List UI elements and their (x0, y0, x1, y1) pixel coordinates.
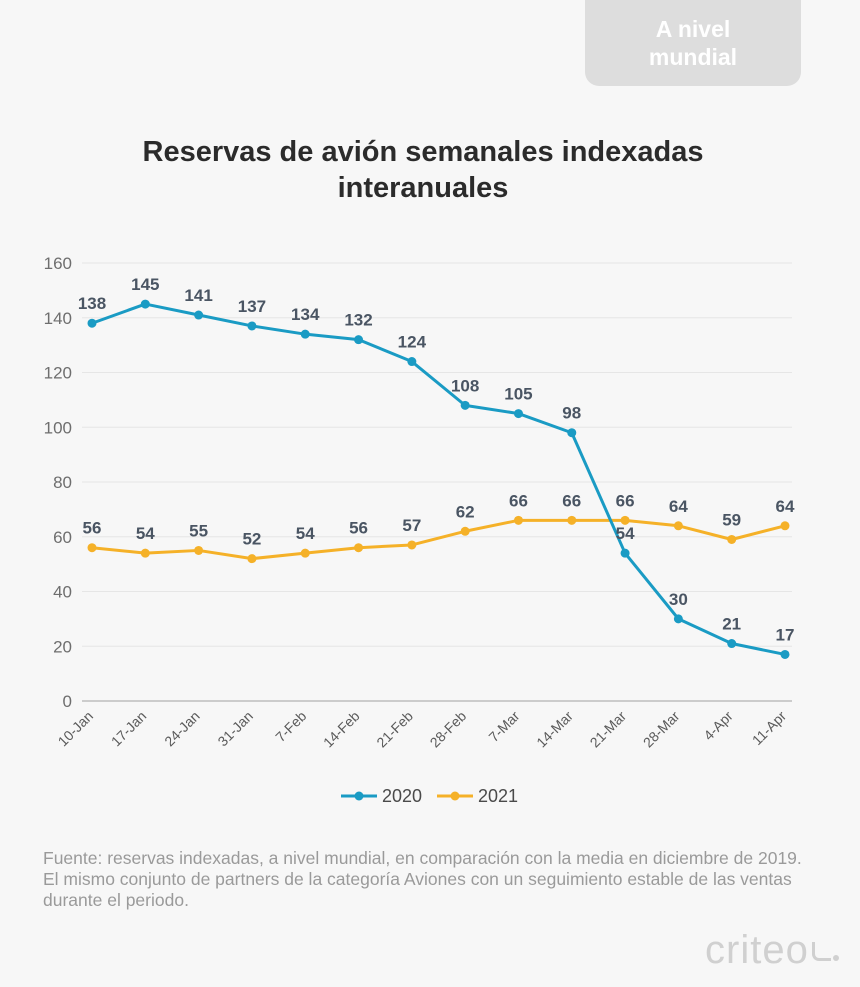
chart-title: Reservas de avión semanales indexadas in… (142, 136, 704, 204)
data-point-2021 (567, 515, 577, 525)
data-point-2021 (247, 554, 257, 564)
x-tick-label: 28-Feb (427, 708, 470, 751)
criteo-logo: criteo (705, 928, 839, 972)
x-tick-label: 28-Mar (640, 708, 683, 751)
data-label-2021: 66 (509, 491, 528, 510)
data-label-2021: 64 (669, 497, 688, 516)
series-line-2021 (90, 518, 787, 561)
x-tick-label: 7-Mar (485, 708, 522, 745)
logo-mark-icon (811, 942, 831, 961)
data-label-2020: 54 (616, 524, 635, 543)
data-point-2021 (140, 548, 150, 558)
data-label-2021: 62 (456, 502, 475, 521)
data-point-2021 (300, 548, 310, 558)
gridlines (82, 262, 792, 647)
line-chart: 0 20 40 60 80 100 120 140 160 10-Jan 17-Jan 24-Jan 3… (44, 254, 795, 806)
x-tick-label: 4-Apr (700, 708, 736, 744)
data-point-2021 (513, 515, 523, 525)
data-point-2020 (513, 409, 523, 419)
legend-marker-2020 (354, 791, 364, 801)
x-tick-label: 14-Mar (533, 708, 576, 751)
data-point-2020 (247, 321, 257, 331)
data-point-2020 (140, 299, 150, 309)
data-point-2021 (673, 521, 683, 531)
x-tick-label: 10-Jan (55, 708, 97, 750)
data-labels: 138 145 141 137 134 132 124 108 105 98 54 30 21 17 56 5… (78, 275, 795, 644)
x-tick-label: 31-Jan (214, 708, 256, 750)
y-tick-label: 40 (53, 583, 72, 602)
data-label-2021: 57 (402, 516, 421, 535)
data-point-2021 (87, 543, 97, 553)
data-label-2020: 30 (669, 590, 688, 609)
data-label-2021: 52 (242, 530, 261, 549)
data-label-2021: 59 (722, 510, 741, 529)
region-tab: A nivel mundial (585, 0, 801, 86)
y-tick-label: 80 (53, 473, 72, 492)
data-point-2021 (194, 545, 204, 555)
data-point-2020 (87, 318, 97, 328)
data-label-2021: 56 (83, 519, 102, 538)
data-label-2020: 134 (291, 305, 320, 324)
series-line-2020 (90, 302, 787, 656)
data-label-2020: 21 (722, 615, 741, 634)
x-tick-label: 11-Apr (749, 708, 790, 749)
source-note: Fuente: reservas indexadas, a nivel mund… (43, 848, 802, 910)
x-tick-label: 17-Jan (108, 708, 150, 750)
data-point-2020 (727, 639, 737, 649)
data-label-2021: 64 (776, 497, 795, 516)
legend-label-2021: 2021 (478, 786, 518, 806)
data-point-2021 (780, 521, 790, 531)
y-tick-label: 100 (44, 418, 72, 437)
x-tick-label: 21-Feb (373, 708, 416, 751)
data-point-2020 (300, 329, 310, 339)
data-point-2021 (620, 515, 630, 525)
data-label-2021: 54 (296, 524, 315, 543)
data-label-2021: 66 (562, 491, 581, 510)
data-point-2021 (407, 540, 417, 550)
data-point-2020 (780, 649, 790, 659)
y-tick-label: 160 (44, 254, 72, 273)
data-point-2020 (567, 428, 577, 438)
data-point-2020 (354, 335, 364, 345)
data-label-2020: 108 (451, 376, 479, 395)
data-label-2021: 54 (136, 524, 155, 543)
x-tick-label: 14-Feb (320, 708, 363, 751)
legend: 2020 2021 (341, 786, 518, 806)
data-label-2021: 66 (616, 491, 635, 510)
data-label-2020: 137 (238, 297, 266, 316)
y-tick-label: 60 (53, 528, 72, 547)
series (87, 299, 790, 659)
region-tab-label: A nivel mundial (648, 16, 738, 70)
y-tick-label: 140 (44, 309, 72, 328)
x-tick-label: 24-Jan (161, 708, 203, 750)
y-tick-label: 20 (53, 637, 72, 656)
data-label-2020: 132 (344, 311, 372, 330)
data-point-2020 (460, 400, 470, 410)
data-point-2021 (354, 543, 364, 553)
data-point-2020 (673, 614, 683, 624)
data-point-2020 (194, 310, 204, 320)
data-label-2020: 141 (184, 286, 212, 305)
data-label-2021: 55 (189, 521, 208, 540)
legend-label-2020: 2020 (382, 786, 422, 806)
data-label-2020: 138 (78, 294, 106, 313)
x-tick-label: 21-Mar (587, 708, 630, 751)
data-label-2020: 105 (504, 385, 532, 404)
data-point-2021 (727, 534, 737, 544)
data-point-2020 (620, 548, 630, 558)
y-tick-label: 0 (63, 692, 72, 711)
logo-dot-icon (832, 955, 839, 961)
data-label-2020: 145 (131, 275, 159, 294)
data-label-2020: 124 (398, 333, 427, 352)
data-label-2020: 98 (562, 404, 581, 423)
legend-marker-2021 (450, 791, 460, 801)
data-point-2020 (407, 357, 417, 367)
y-tick-label: 120 (44, 364, 72, 383)
brand-wordmark: criteo (705, 928, 809, 972)
data-label-2021: 56 (349, 519, 368, 538)
x-tick-label: 7-Feb (272, 708, 309, 745)
data-label-2020: 17 (776, 625, 795, 644)
data-point-2021 (460, 526, 470, 536)
